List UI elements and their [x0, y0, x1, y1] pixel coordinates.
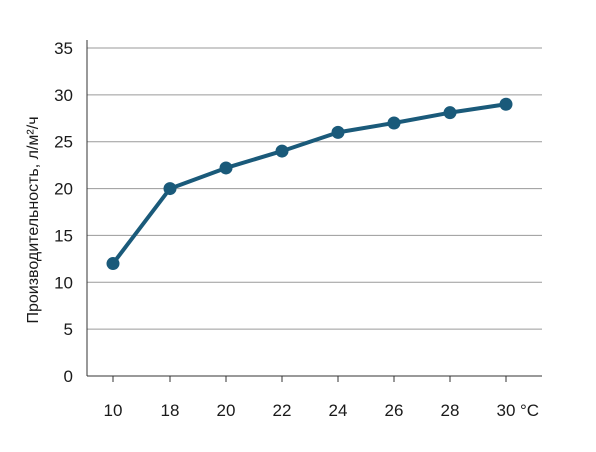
data-point	[163, 182, 177, 196]
y-tick-labels: 0 5 10 15 20 25 30 35	[54, 39, 73, 386]
grid-lines	[87, 47, 542, 330]
data-point	[106, 257, 120, 271]
series	[106, 97, 513, 271]
data-point	[443, 106, 457, 120]
data-point	[331, 125, 345, 139]
y-tick-label: 15	[54, 226, 73, 245]
x-tick-label: 28	[441, 401, 460, 420]
data-point	[275, 144, 289, 158]
data-point	[499, 97, 513, 111]
x-tick-label: 24	[329, 401, 348, 420]
x-tick-label: 10	[104, 401, 123, 420]
y-tick-label: 30	[54, 86, 73, 105]
data-point	[219, 161, 233, 175]
x-tick-label: 22	[273, 401, 292, 420]
y-tick-label: 10	[54, 273, 73, 292]
y-tick-label: 5	[64, 320, 73, 339]
y-tick-label: 35	[54, 39, 73, 58]
series-line	[111, 102, 508, 266]
x-tick-labels: 10 18 20 22 24 26 28 30 °C	[104, 401, 540, 420]
x-tick-label: 18	[161, 401, 180, 420]
x-tick-label: 30	[497, 401, 516, 420]
y-axis-title: Производительность, л/м²/ч	[25, 116, 42, 323]
y-tick-label: 20	[54, 180, 73, 199]
y-tick-label: 25	[54, 133, 73, 152]
y-tick-label: 0	[64, 367, 73, 386]
x-tick-label: 20	[217, 401, 236, 420]
x-tick-label: 26	[385, 401, 404, 420]
x-axis-unit: °C	[520, 401, 539, 420]
axes	[86, 40, 542, 382]
data-point	[387, 116, 401, 130]
